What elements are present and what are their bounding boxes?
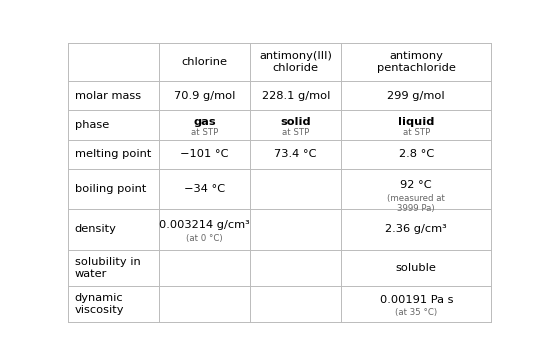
Text: at STP: at STP [191, 128, 218, 137]
Text: 299 g/mol: 299 g/mol [388, 91, 445, 101]
Text: solid: solid [281, 117, 311, 127]
Text: molar mass: molar mass [75, 91, 141, 101]
Text: dynamic
viscosity: dynamic viscosity [75, 293, 124, 315]
Text: antimony(III)
chloride: antimony(III) chloride [259, 51, 332, 73]
Text: 2.8 °C: 2.8 °C [399, 149, 434, 159]
Text: at STP: at STP [402, 128, 430, 137]
Text: chlorine: chlorine [182, 57, 228, 67]
Text: −34 °C: −34 °C [184, 184, 225, 194]
Text: solubility in
water: solubility in water [75, 257, 140, 279]
Text: liquid: liquid [398, 117, 435, 127]
Text: antimony
pentachloride: antimony pentachloride [377, 51, 456, 73]
Text: density: density [75, 224, 116, 235]
Text: (measured at
3999 Pa): (measured at 3999 Pa) [387, 194, 445, 213]
Text: gas: gas [193, 117, 216, 127]
Text: boiling point: boiling point [75, 184, 146, 194]
Text: soluble: soluble [396, 263, 437, 273]
Text: 0.00191 Pa s: 0.00191 Pa s [379, 295, 453, 305]
Text: (at 35 °C): (at 35 °C) [395, 308, 437, 317]
Text: 92 °C: 92 °C [400, 180, 432, 190]
Text: at STP: at STP [282, 128, 310, 137]
Text: melting point: melting point [75, 149, 151, 159]
Text: 0.003214 g/cm³: 0.003214 g/cm³ [159, 220, 250, 230]
Text: 228.1 g/mol: 228.1 g/mol [262, 91, 330, 101]
Text: 73.4 °C: 73.4 °C [275, 149, 317, 159]
Text: (at 0 °C): (at 0 °C) [186, 234, 223, 243]
Text: 2.36 g/cm³: 2.36 g/cm³ [385, 224, 447, 235]
Text: phase: phase [75, 120, 109, 130]
Text: −101 °C: −101 °C [181, 149, 229, 159]
Text: 70.9 g/mol: 70.9 g/mol [174, 91, 235, 101]
